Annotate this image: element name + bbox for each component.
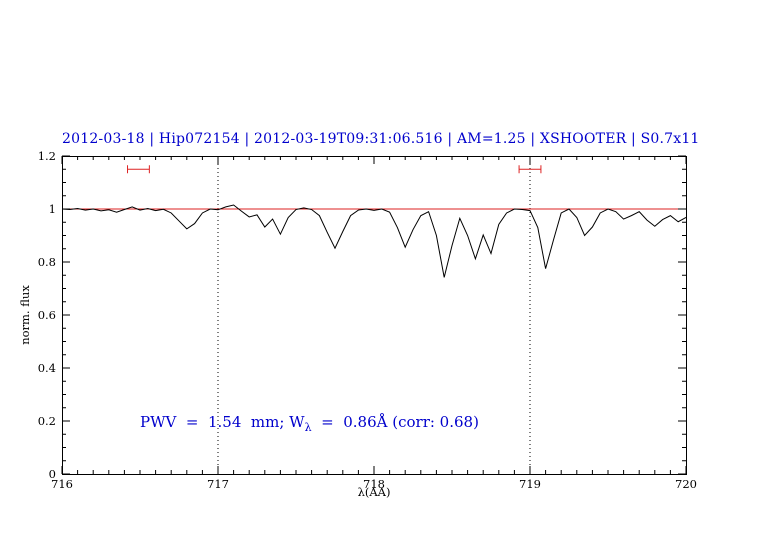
x-tick-label: 719 [519,477,541,491]
pwv-annotation-suffix: = 0.86Å (corr: 0.68) [311,413,479,431]
y-tick-label: 1.2 [38,149,56,163]
chart-title: 2012-03-18 | Hip072154 | 2012-03-19T09:3… [62,131,700,147]
tick-labels: 716 717 718 719 720 0 0.2 0.4 0.6 0.8 1 1.2 [38,149,697,491]
y-tick-label: 0.6 [38,308,56,322]
x-tick-label: 718 [363,477,385,491]
y-axis-label: norm. flux [18,285,32,345]
axis-ticks [61,155,687,475]
y-tick-label: 0.4 [38,361,56,375]
x-axis-label: λ(AA) [357,485,391,499]
pwv-annotation-prefix: PWV = 1.54 mm; W [140,413,305,431]
range-markers [127,165,542,174]
y-tick-label: 0.2 [38,414,56,428]
x-tick-label: 717 [207,477,229,491]
y-tick-label: 0.8 [38,255,56,269]
y-tick-label: 0 [49,467,56,481]
y-tick-label: 1 [49,202,56,216]
spectrum-line [61,204,687,278]
x-tick-label: 720 [675,477,697,491]
x-tick-label: 716 [51,477,73,491]
pwv-annotation: PWV = 1.54 mm; Wλ = 0.86Å (corr: 0.68) [140,413,479,434]
pwv-annotation-subscript: λ [304,421,312,434]
